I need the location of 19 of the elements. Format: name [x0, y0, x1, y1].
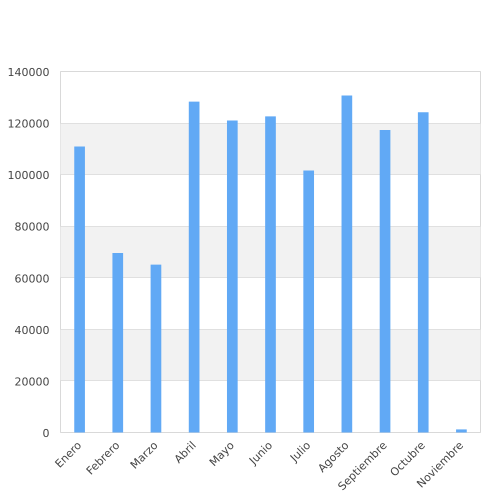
bar — [380, 130, 390, 432]
y-tick-label: 120000 — [8, 118, 50, 131]
bar — [418, 112, 429, 432]
bar — [303, 170, 314, 432]
y-tick-label: 80000 — [14, 220, 50, 234]
bar — [342, 95, 352, 432]
y-tick-label: 60000 — [14, 272, 50, 286]
bar — [74, 146, 85, 432]
bar — [112, 253, 124, 432]
bar — [226, 120, 238, 432]
y-tick-label: 20000 — [14, 375, 50, 388]
y-tick-label: 40000 — [14, 324, 50, 337]
bar — [150, 264, 162, 432]
bar — [188, 102, 200, 432]
y-tick-label: 100000 — [8, 169, 50, 182]
y-tick-label: 140000 — [8, 66, 50, 79]
bar — [456, 429, 467, 432]
bar — [265, 116, 276, 432]
y-tick-label: 0 — [42, 427, 50, 440]
